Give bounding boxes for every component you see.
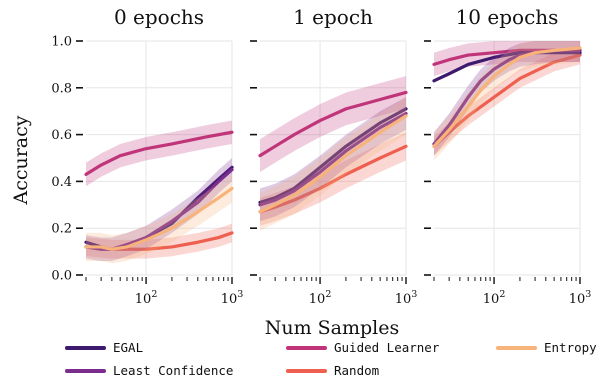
panel-title: 0 epochs (114, 5, 204, 29)
series-line-least-confidence (258, 111, 408, 207)
series-line-entropy (84, 186, 234, 251)
series-band (260, 132, 406, 226)
legend-label: Entropy (544, 340, 597, 355)
series-line-random (258, 144, 408, 214)
series-band (260, 76, 406, 173)
y-tick-label: 0.8 (51, 81, 72, 96)
x-tick-label: 102 (309, 289, 332, 307)
legend: EGAL Guided Learner Entropy Least Confidenc… (65, 340, 597, 378)
x-tick-label: 102 (135, 289, 158, 307)
y-tick-label: 0.2 (51, 222, 72, 237)
legend-label: Least Confidence (113, 363, 233, 378)
series-line-entropy (258, 114, 408, 214)
legend-item: Least Confidence (65, 363, 233, 378)
x-tick-label: 103 (569, 289, 592, 307)
series-band (260, 97, 406, 231)
legend-label: EGAL (113, 340, 143, 355)
panels-layer: 0.0 0.2 0.4 0.6 0.8 1.0 102 103 0 epochs 102 103 1 … (51, 5, 591, 307)
legend-label: Guided Learner (334, 340, 440, 355)
series-line-entropy (432, 46, 582, 148)
panel-title: 10 epochs (456, 5, 559, 29)
series-line-egal (258, 107, 408, 205)
series-line-guided-learner (84, 130, 234, 176)
x-tick-label: 103 (395, 289, 418, 307)
x-axis-label: Num Samples (265, 317, 400, 339)
series-band (86, 120, 232, 187)
series-band (86, 158, 232, 261)
legend-item: Entropy (496, 340, 597, 355)
series-band (86, 174, 232, 264)
y-tick-label: 0.4 (51, 175, 72, 190)
legend-item: Guided Learner (286, 340, 440, 355)
series-band (434, 41, 580, 156)
y-tick-label: 1.0 (51, 35, 72, 50)
series-band (434, 45, 580, 156)
legend-label: Random (334, 363, 379, 378)
panel-2: 102 103 1 epoch (250, 5, 417, 307)
x-tick-label: 102 (483, 289, 506, 307)
y-axis-label: Accuracy (10, 115, 32, 205)
panel-1: 0.0 0.2 0.4 0.6 0.8 1.0 102 103 0 epochs (51, 5, 243, 307)
y-tick-label: 0.6 (51, 128, 72, 143)
y-tick-label: 0.0 (51, 269, 72, 284)
panel-title: 1 epoch (293, 5, 373, 29)
legend-item: Random (286, 363, 379, 378)
series-line-guided-learner (258, 90, 408, 158)
x-tick-label: 103 (221, 289, 244, 307)
legend-item: EGAL (65, 340, 143, 355)
panel-3: 102 103 10 epochs (424, 5, 591, 307)
